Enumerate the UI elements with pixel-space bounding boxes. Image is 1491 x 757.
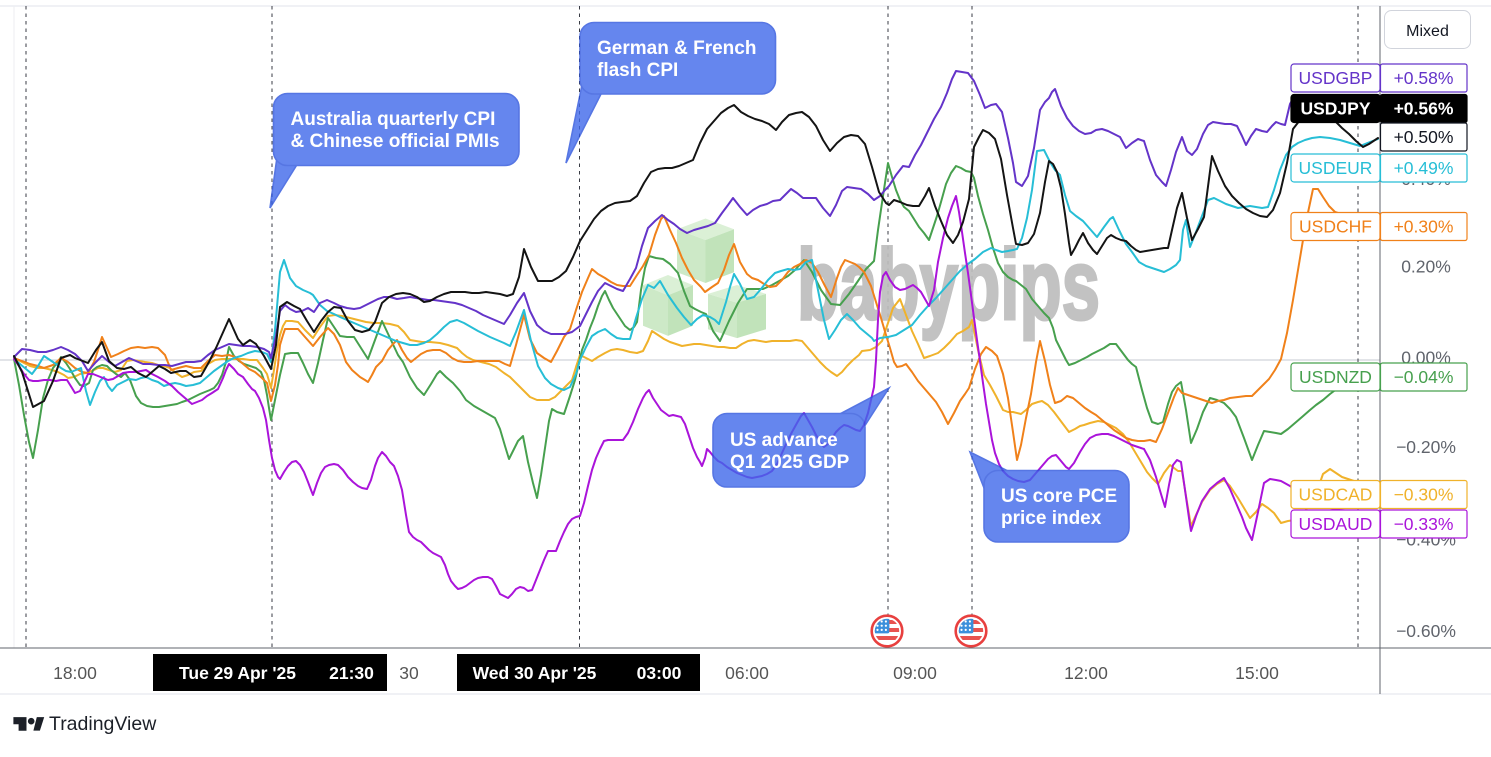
svg-text:21:30: 21:30 bbox=[329, 663, 374, 683]
svg-text:US core PCE: US core PCE bbox=[1001, 486, 1117, 507]
svg-text:price index: price index bbox=[1001, 508, 1102, 529]
svg-text:Australia quarterly CPI: Australia quarterly CPI bbox=[291, 109, 496, 130]
svg-text:USDAUD: USDAUD bbox=[1299, 514, 1373, 534]
svg-text:USDCAD: USDCAD bbox=[1299, 485, 1373, 505]
svg-text:Tue 29 Apr '25: Tue 29 Apr '25 bbox=[179, 663, 296, 683]
svg-text:USDCHF: USDCHF bbox=[1299, 217, 1372, 237]
svg-text:+0.30%: +0.30% bbox=[1394, 217, 1454, 237]
svg-text:03:00: 03:00 bbox=[637, 663, 682, 683]
svg-text:Wed 30 Apr '25: Wed 30 Apr '25 bbox=[473, 663, 597, 683]
svg-text:+0.58%: +0.58% bbox=[1394, 68, 1454, 88]
svg-text:German & French: German & French bbox=[597, 38, 756, 59]
svg-text:15:00: 15:00 bbox=[1235, 663, 1279, 683]
svg-text:18:00: 18:00 bbox=[53, 663, 97, 683]
svg-text:TradingView: TradingView bbox=[49, 713, 157, 735]
svg-text:USDGBP: USDGBP bbox=[1299, 68, 1373, 88]
svg-text:30: 30 bbox=[399, 663, 419, 683]
svg-text:−0.20%: −0.20% bbox=[1396, 437, 1456, 457]
svg-text:USDNZD: USDNZD bbox=[1299, 367, 1372, 387]
svg-text:12:00: 12:00 bbox=[1064, 663, 1108, 683]
svg-text:Q1 2025 GDP: Q1 2025 GDP bbox=[730, 452, 850, 473]
svg-text:+0.49%: +0.49% bbox=[1394, 158, 1454, 178]
svg-text:Mixed: Mixed bbox=[1406, 23, 1449, 40]
svg-text:−0.30%: −0.30% bbox=[1394, 485, 1454, 505]
svg-text:09:00: 09:00 bbox=[893, 663, 937, 683]
svg-text:−0.04%: −0.04% bbox=[1394, 367, 1454, 387]
svg-text:& Chinese official PMIs: & Chinese official PMIs bbox=[291, 131, 500, 152]
svg-text:USDEUR: USDEUR bbox=[1299, 158, 1373, 178]
svg-text:−0.60%: −0.60% bbox=[1396, 621, 1456, 641]
svg-text:0.20%: 0.20% bbox=[1401, 257, 1451, 277]
svg-text:+0.50%: +0.50% bbox=[1394, 127, 1454, 147]
svg-text:USDJPY: USDJPY bbox=[1300, 99, 1370, 119]
svg-text:US advance: US advance bbox=[730, 430, 838, 451]
svg-text:−0.33%: −0.33% bbox=[1394, 514, 1454, 534]
svg-text:+0.56%: +0.56% bbox=[1394, 99, 1454, 119]
svg-text:06:00: 06:00 bbox=[725, 663, 769, 683]
svg-text:flash CPI: flash CPI bbox=[597, 60, 678, 81]
